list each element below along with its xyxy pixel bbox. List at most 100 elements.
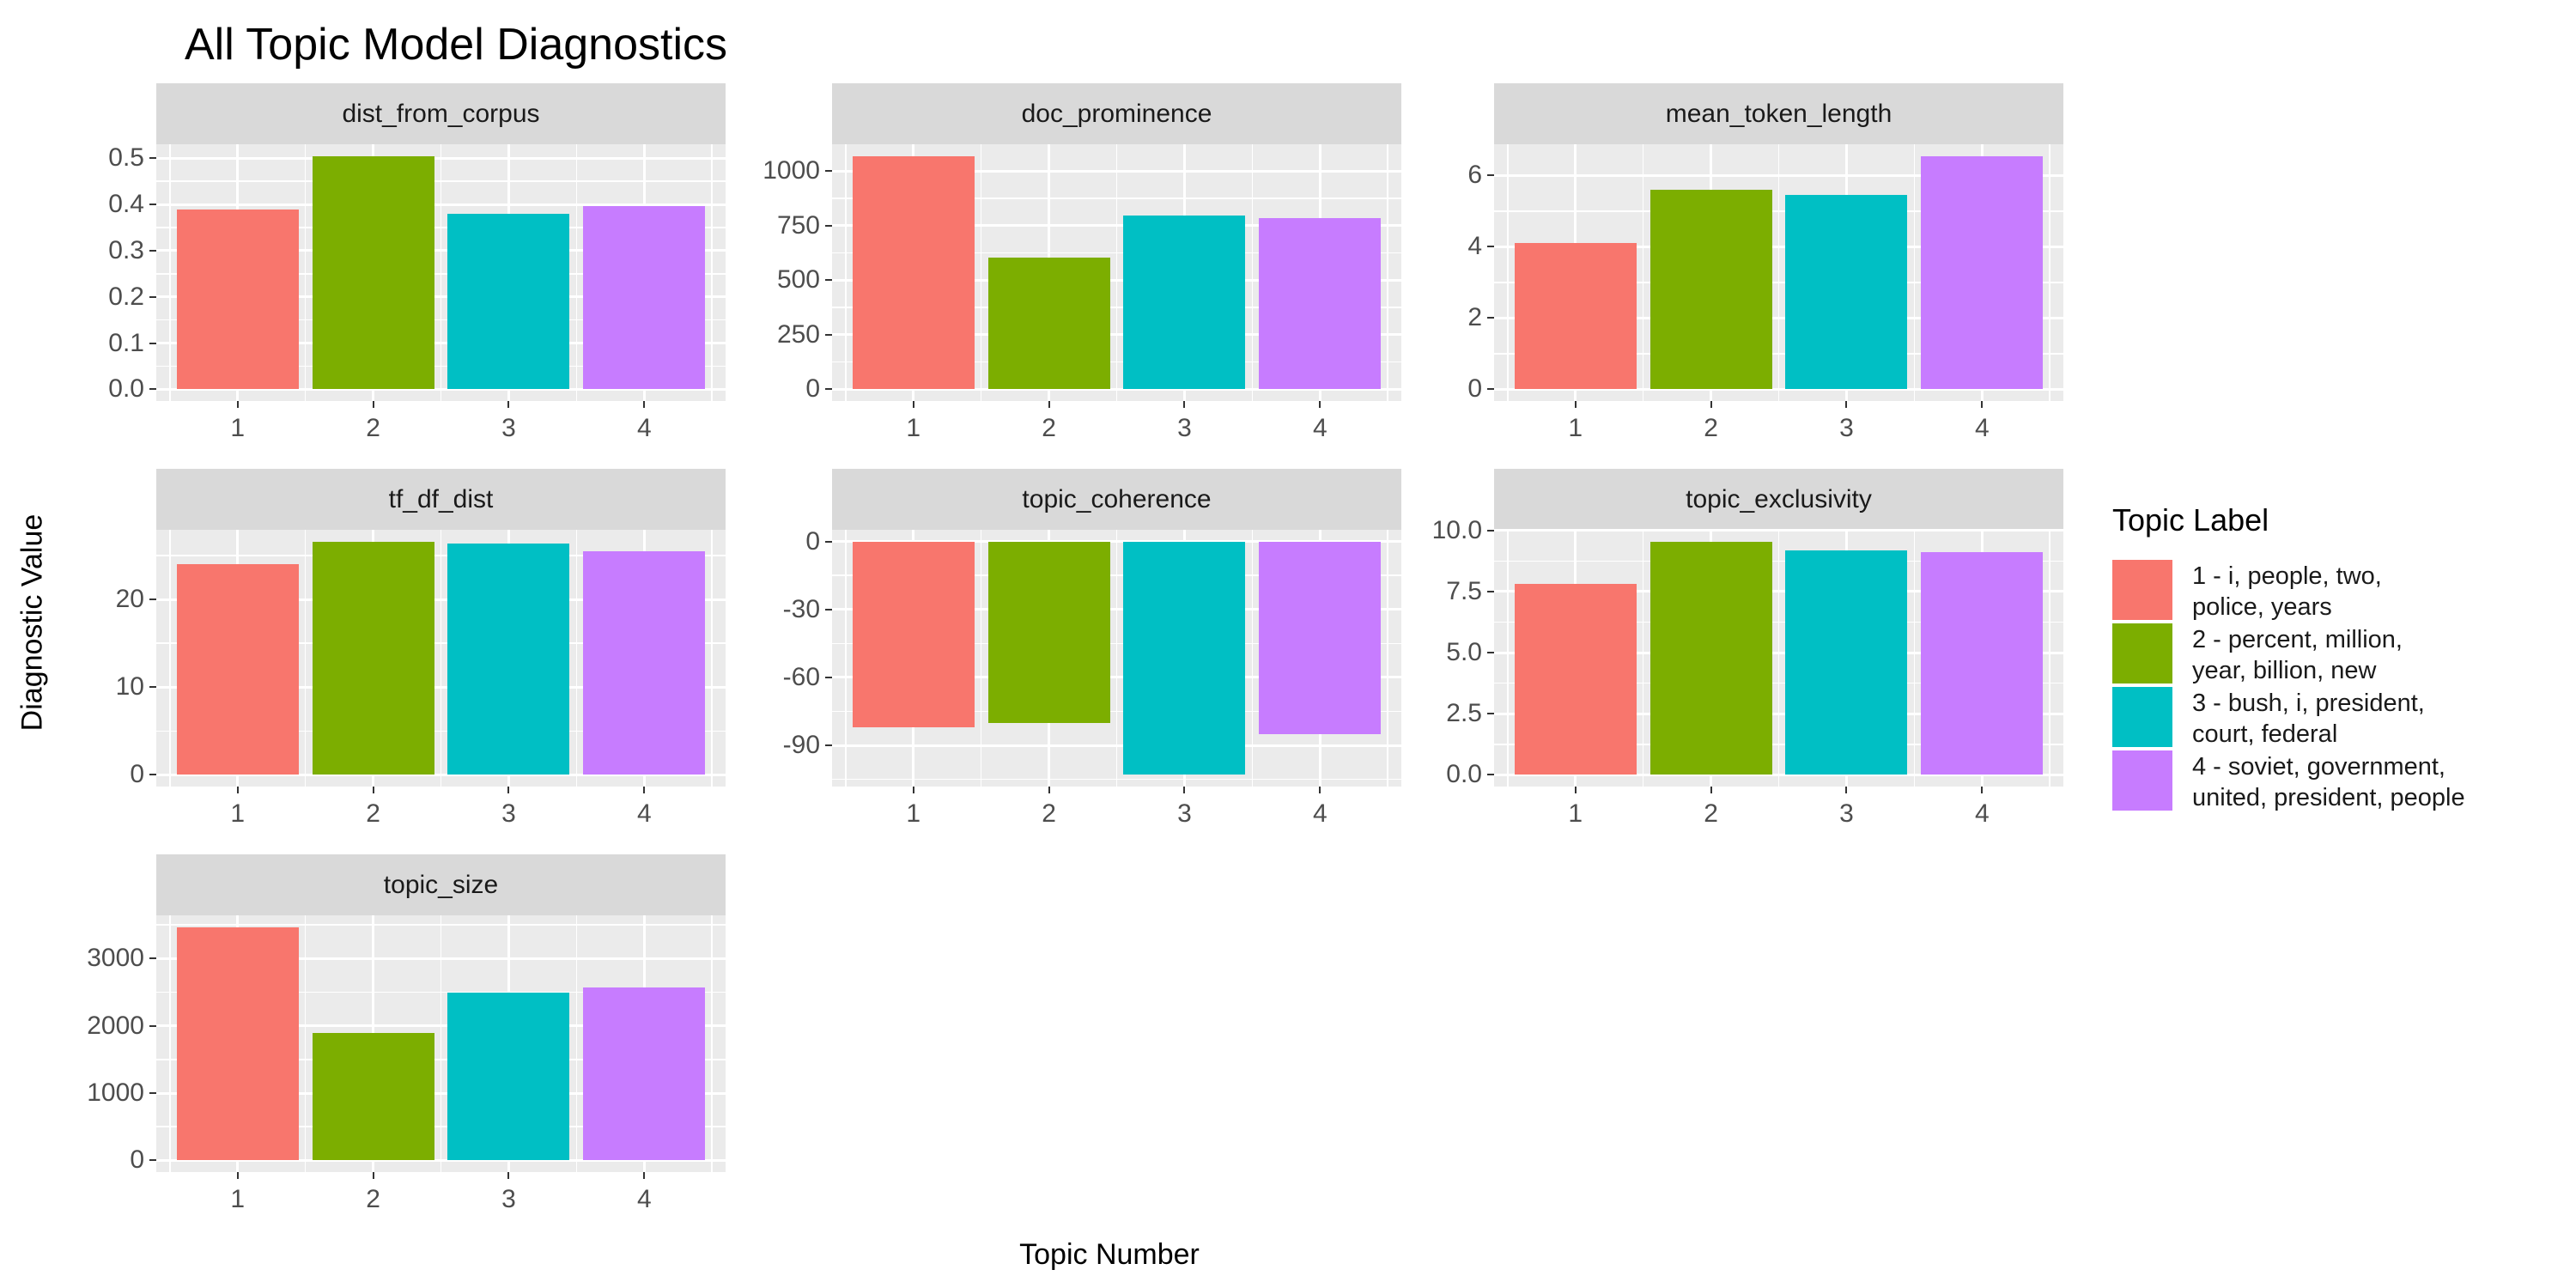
y-tick-label: -90: [782, 731, 820, 760]
y-tick-label: 750: [776, 210, 820, 240]
y-tick-mark: [1487, 388, 1494, 391]
bar-topic-2: [312, 541, 434, 775]
x-tick-mark: [236, 787, 239, 793]
bar-topic-1: [176, 209, 299, 390]
x-tick-mark: [372, 1172, 374, 1179]
y-tick-label: 10: [115, 672, 144, 702]
v-gridline-minor: [169, 530, 171, 787]
bar-topic-3: [447, 543, 570, 775]
bar-topic-4: [583, 987, 706, 1161]
x-tick-mark: [1183, 787, 1186, 793]
y-tick-mark: [149, 157, 156, 160]
y-tick-label: -60: [782, 662, 820, 691]
y-tick-label: 5.0: [1446, 638, 1482, 667]
y-tick-mark: [825, 540, 832, 543]
x-tick-mark: [1981, 787, 1984, 793]
legend-title: Topic Label: [2112, 502, 2269, 538]
y-tick-mark: [1487, 713, 1494, 715]
v-gridline-minor: [1251, 144, 1254, 401]
x-tick-label: 3: [1839, 414, 1854, 442]
y-tick-label: 6: [1467, 161, 1482, 190]
x-tick-label: 1: [230, 414, 246, 442]
y-tick-mark: [825, 170, 832, 173]
y-tick-label: 0.3: [108, 235, 144, 264]
v-gridline-minor: [2049, 530, 2050, 787]
y-tick-label: 4: [1467, 232, 1482, 261]
legend-entry-label: 1 - i, people, two, police, years: [2192, 562, 2382, 621]
x-tick-mark: [372, 787, 374, 793]
x-tick-label: 3: [501, 799, 516, 828]
v-gridline-minor: [711, 915, 713, 1172]
legend-entry-label: 3 - bush, i, president, court, federal: [2192, 690, 2425, 748]
x-tick-mark: [1048, 787, 1050, 793]
y-tick-mark: [825, 608, 832, 611]
x-tick-label: 3: [1839, 799, 1854, 828]
y-tick-mark: [825, 744, 832, 747]
y-tick-label: 1000: [87, 1078, 144, 1108]
y-tick-label: 0: [805, 374, 820, 404]
v-gridline-minor: [711, 530, 713, 787]
y-tick-label: 0.2: [108, 282, 144, 311]
facet-strip: tf_df_dist: [156, 469, 726, 530]
x-tick-mark: [1710, 787, 1712, 793]
v-gridline-minor: [1115, 144, 1118, 401]
x-tick-mark: [1183, 401, 1186, 408]
y-tick-mark: [1487, 317, 1494, 319]
x-tick-label: 2: [1042, 799, 1056, 828]
facet-strip: topic_coherence: [832, 469, 1401, 530]
x-tick-label: 2: [366, 1185, 380, 1213]
v-gridline-minor: [304, 915, 307, 1172]
y-tick-mark: [1487, 652, 1494, 654]
x-tick-mark: [372, 401, 374, 408]
y-tick-label: 0.0: [108, 374, 144, 404]
y-tick-label: 0: [1467, 374, 1482, 404]
bar-topic-4: [1259, 541, 1382, 734]
y-tick-label: -30: [782, 594, 820, 623]
x-tick-mark: [1319, 401, 1321, 408]
bar-topic-4: [583, 550, 706, 775]
v-gridline-minor: [980, 144, 982, 401]
v-gridline-minor: [845, 530, 847, 787]
v-gridline-minor: [980, 530, 982, 787]
v-gridline-minor: [1115, 530, 1118, 787]
y-tick-mark: [825, 333, 832, 336]
legend-key-swatch: [2112, 560, 2172, 620]
x-tick-mark: [236, 1172, 239, 1179]
y-tick-mark: [149, 249, 156, 252]
y-tick-label: 0.1: [108, 328, 144, 357]
x-tick-label: 2: [366, 799, 380, 828]
bar-topic-1: [176, 927, 299, 1161]
chart-title: All Topic Model Diagnostics: [185, 20, 727, 70]
facet-strip: topic_size: [156, 854, 726, 915]
y-tick-label: 2.5: [1446, 699, 1482, 728]
x-tick-label: 4: [636, 414, 652, 442]
bar-topic-2: [987, 541, 1110, 723]
v-gridline-minor: [1642, 144, 1644, 401]
x-tick-mark: [1845, 787, 1848, 793]
bar-topic-4: [1921, 155, 2044, 390]
x-tick-mark: [1319, 787, 1321, 793]
y-tick-mark: [149, 774, 156, 776]
x-tick-label: 2: [366, 414, 380, 442]
bar-topic-2: [312, 1032, 434, 1161]
x-tick-label: 4: [636, 1185, 652, 1213]
bar-topic-1: [1514, 243, 1637, 390]
y-tick-label: 20: [115, 585, 144, 614]
bar-topic-2: [987, 257, 1110, 390]
y-tick-mark: [149, 295, 156, 298]
v-gridline-minor: [440, 915, 442, 1172]
y-tick-mark: [149, 1159, 156, 1162]
y-tick-mark: [149, 686, 156, 689]
x-tick-label: 3: [501, 1185, 516, 1213]
y-tick-label: 2000: [87, 1011, 144, 1040]
x-tick-mark: [1845, 401, 1848, 408]
x-tick-label: 2: [1704, 414, 1718, 442]
y-tick-mark: [149, 598, 156, 601]
x-tick-mark: [912, 787, 914, 793]
legend-key-swatch: [2112, 623, 2172, 683]
legend-key-swatch: [2112, 687, 2172, 747]
x-tick-mark: [643, 401, 646, 408]
y-tick-label: 0: [130, 1145, 144, 1175]
v-gridline-minor: [1507, 530, 1509, 787]
